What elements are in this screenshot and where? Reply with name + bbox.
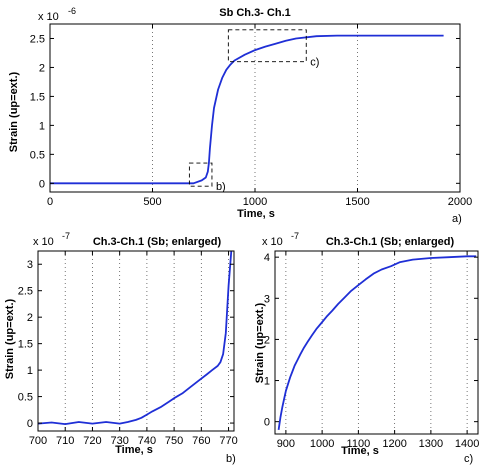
chart-a-title: Sb Ch.3- Ch.1 [219,7,291,19]
chart-b-ytick-label: 1.5 [18,339,33,351]
chart-b-xtick-label: 750 [165,435,183,447]
chart-b-xtick-label: 760 [192,435,210,447]
chart-b-series-line [37,250,233,426]
chart-a-series-line [50,34,444,185]
chart-c-ylabel: Strain (up=ext.) [254,302,266,383]
chart-a-xtick-label: 0 [47,196,53,208]
chart-c-ytick-label: 4 [264,252,270,264]
chart-c-xtick-label: 1200 [382,438,406,450]
chart-a-zoom-box-label: c) [310,57,319,69]
chart-c-series-line [277,255,477,431]
chart-b-ytick-label: 2.5 [18,286,33,298]
chart-a-zoom-box [188,162,213,187]
chart-c-xtick-label: 1400 [455,438,479,450]
chart-a-xtick-label: 1500 [345,196,369,208]
chart-c-exponent-base: x 10 [262,236,283,248]
chart-c-ytick-label: 0 [264,417,270,429]
chart-c-panel-label: c) [464,453,473,465]
chart-a-ytick-label: 1 [39,120,45,132]
chart-c-ytick-label: 2 [264,334,270,346]
chart-c-ytick-label: 3 [264,293,270,305]
chart-c-xlabel: Time, s [341,445,379,457]
chart-b-axes-box [37,250,235,432]
chart-c-title: Ch.3-Ch.1 (Sb; enlarged) [326,236,455,248]
chart-a-ylabel: Strain (up=ext.) [8,71,20,152]
chart-c-axes-box [274,250,479,435]
chart-a: x 10 -6 Sb Ch.3- Ch.1 Strain (up=ext.) T… [8,6,472,225]
chart-b-xtick-label: 740 [138,435,156,447]
chart-b-exponent-base: x 10 [33,236,54,248]
chart-a-ytick-label: 2.5 [30,33,45,45]
chart-b-ytick-label: 0.5 [18,392,33,404]
chart-c-xtick-label: 1100 [347,438,371,450]
chart-a-zoom-box-label: b) [216,181,226,193]
chart-a-xtick-label: 2000 [448,196,472,208]
chart-b-exponent-power: -7 [62,231,70,241]
chart-b-title: Ch.3-Ch.1 (Sb; enlarged) [93,236,222,248]
chart-c-xtick-label: 900 [277,438,295,450]
chart-b-ylabel: Strain (up=ext.) [4,298,16,379]
chart-b-xtick-label: 770 [219,435,237,447]
chart-b-xlabel: Time, s [115,444,153,456]
chart-c-xtick-label: 1300 [419,438,443,450]
chart-b-panel-label: b) [226,453,236,465]
chart-b-xtick-label: 710 [56,435,74,447]
chart-c: x 10 -7 Ch.3-Ch.1 (Sb; enlarged) Strain … [254,231,479,465]
chart-a-exponent-power: -6 [68,6,76,16]
chart-b-ytick-label: 1 [27,365,33,377]
chart-c-exponent-power: -7 [291,231,299,241]
chart-b-ytick-label: 3 [27,259,33,271]
chart-b: x 10 -7 Ch.3-Ch.1 (Sb; enlarged) Strain … [4,231,238,465]
chart-a-ytick-label: 1.5 [30,91,45,103]
chart-b-ytick-label: 2 [27,312,33,324]
chart-a-xlabel: Time, s [237,208,275,220]
chart-a-zoom-box [227,29,307,63]
chart-b-xtick-label: 730 [110,435,128,447]
chart-a-xtick-label: 500 [143,196,161,208]
chart-a-ytick-label: 0.5 [30,149,45,161]
chart-a-ytick-label: 0 [39,178,45,190]
chart-a-panel-label: a) [452,213,462,225]
chart-a-exponent-base: x 10 [38,11,59,23]
chart-b-xtick-label: 700 [29,435,47,447]
chart-b-ytick-label: 0 [27,418,33,430]
chart-a-xtick-label: 1000 [243,196,267,208]
chart-c-ytick-label: 1 [264,376,270,388]
chart-c-xtick-label: 1000 [310,438,334,450]
chart-b-xtick-label: 720 [83,435,101,447]
chart-a-ytick-label: 2 [39,62,45,74]
